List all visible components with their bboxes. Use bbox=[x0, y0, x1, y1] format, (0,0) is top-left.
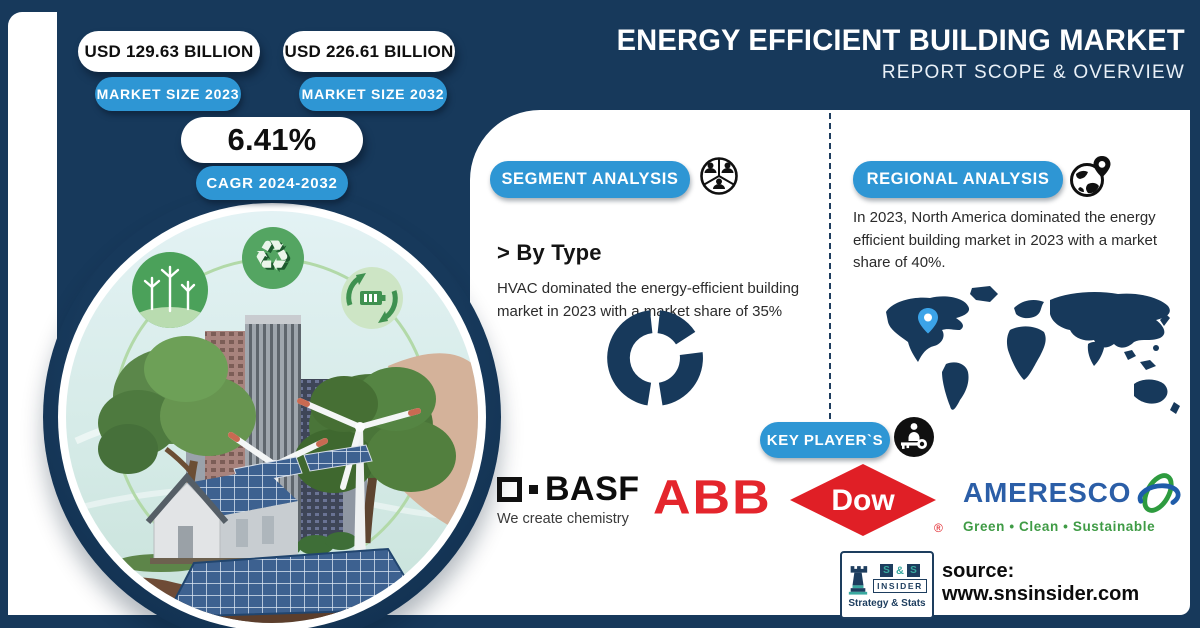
dow-registered-mark: ® bbox=[934, 521, 943, 535]
basf-wordmark: BASF bbox=[545, 470, 640, 508]
sns-amp: & bbox=[896, 564, 904, 577]
svg-text:♻: ♻ bbox=[256, 233, 294, 282]
market-size-2032-value[interactable]: USD 226.61 BILLION bbox=[283, 31, 455, 72]
logo-basf: BASF We create chemistry bbox=[497, 470, 667, 527]
regional-analysis-button[interactable]: REGIONAL ANALYSIS bbox=[853, 161, 1063, 198]
location-pin-icon bbox=[918, 308, 938, 334]
basf-square-outline-icon bbox=[497, 477, 522, 502]
donut-chart bbox=[607, 310, 703, 406]
market-size-2032-label[interactable]: MARKET SIZE 2032 bbox=[299, 77, 447, 111]
svg-text:♻: ♻ bbox=[253, 231, 291, 280]
source-link[interactable]: source: www.snsinsider.com bbox=[942, 560, 1140, 605]
segment-analysis-button[interactable]: SEGMENT ANALYSIS bbox=[490, 161, 690, 198]
green-city-scene-art: ♻ ♻ bbox=[66, 211, 478, 623]
cagr-label[interactable]: CAGR 2024-2032 bbox=[196, 166, 348, 200]
cagr-value[interactable]: 6.41% bbox=[181, 117, 363, 163]
market-size-2023-value[interactable]: USD 129.63 BILLION bbox=[78, 31, 260, 72]
world-map bbox=[886, 286, 1180, 414]
segment-pie-people-icon bbox=[700, 157, 738, 195]
by-type-heading: > By Type bbox=[497, 240, 602, 265]
key-players-button[interactable]: KEY PLAYER`S bbox=[760, 422, 890, 458]
sns-insider-wordmark: INSIDER bbox=[873, 579, 927, 593]
logo-dow: Dow ® bbox=[790, 464, 943, 536]
green-city-illustration: ♻ ♻ bbox=[66, 211, 478, 623]
regional-analysis-body: In 2023, North America dominated the ene… bbox=[853, 209, 1158, 271]
globe-pin-icon bbox=[1070, 156, 1111, 197]
logo-abb: ABB bbox=[653, 471, 772, 525]
ameresco-wordmark: AMERESCO bbox=[963, 477, 1132, 508]
rook-icon bbox=[848, 565, 868, 595]
person-key-icon bbox=[894, 417, 934, 457]
dashed-divider bbox=[829, 113, 831, 419]
ameresco-tagline: Green • Clean • Sustainable bbox=[963, 519, 1156, 534]
sns-tagline: Strategy & Stats bbox=[848, 597, 926, 609]
market-size-2023-label[interactable]: MARKET SIZE 2023 bbox=[95, 77, 241, 111]
dow-wordmark: Dow bbox=[831, 484, 895, 517]
basf-square-solid-icon bbox=[529, 485, 538, 494]
page-title: ENERGY EFFICIENT BUILDING MARKET bbox=[616, 24, 1185, 57]
wind-energy-icon bbox=[132, 252, 208, 328]
recycle-icon: ♻ ♻ bbox=[242, 227, 304, 289]
ameresco-swirl-icon bbox=[1137, 473, 1181, 513]
battery-recycle-icon bbox=[341, 267, 403, 329]
sns-s1: S bbox=[880, 564, 894, 577]
segment-analysis-body: HVAC dominated the energy-efficient buil… bbox=[497, 280, 800, 320]
basf-tagline: We create chemistry bbox=[497, 511, 629, 527]
sns-s2: S bbox=[906, 564, 920, 577]
page-subtitle: REPORT SCOPE & OVERVIEW bbox=[881, 62, 1185, 83]
logo-ameresco: AMERESCO Green • Clean • Sustainable bbox=[963, 470, 1181, 534]
sns-insider-logo: S & S INSIDER Strategy & Stats bbox=[840, 551, 934, 619]
report-header: ENERGY EFFICIENT BUILDING MARKET REPORT … bbox=[599, 24, 1185, 84]
